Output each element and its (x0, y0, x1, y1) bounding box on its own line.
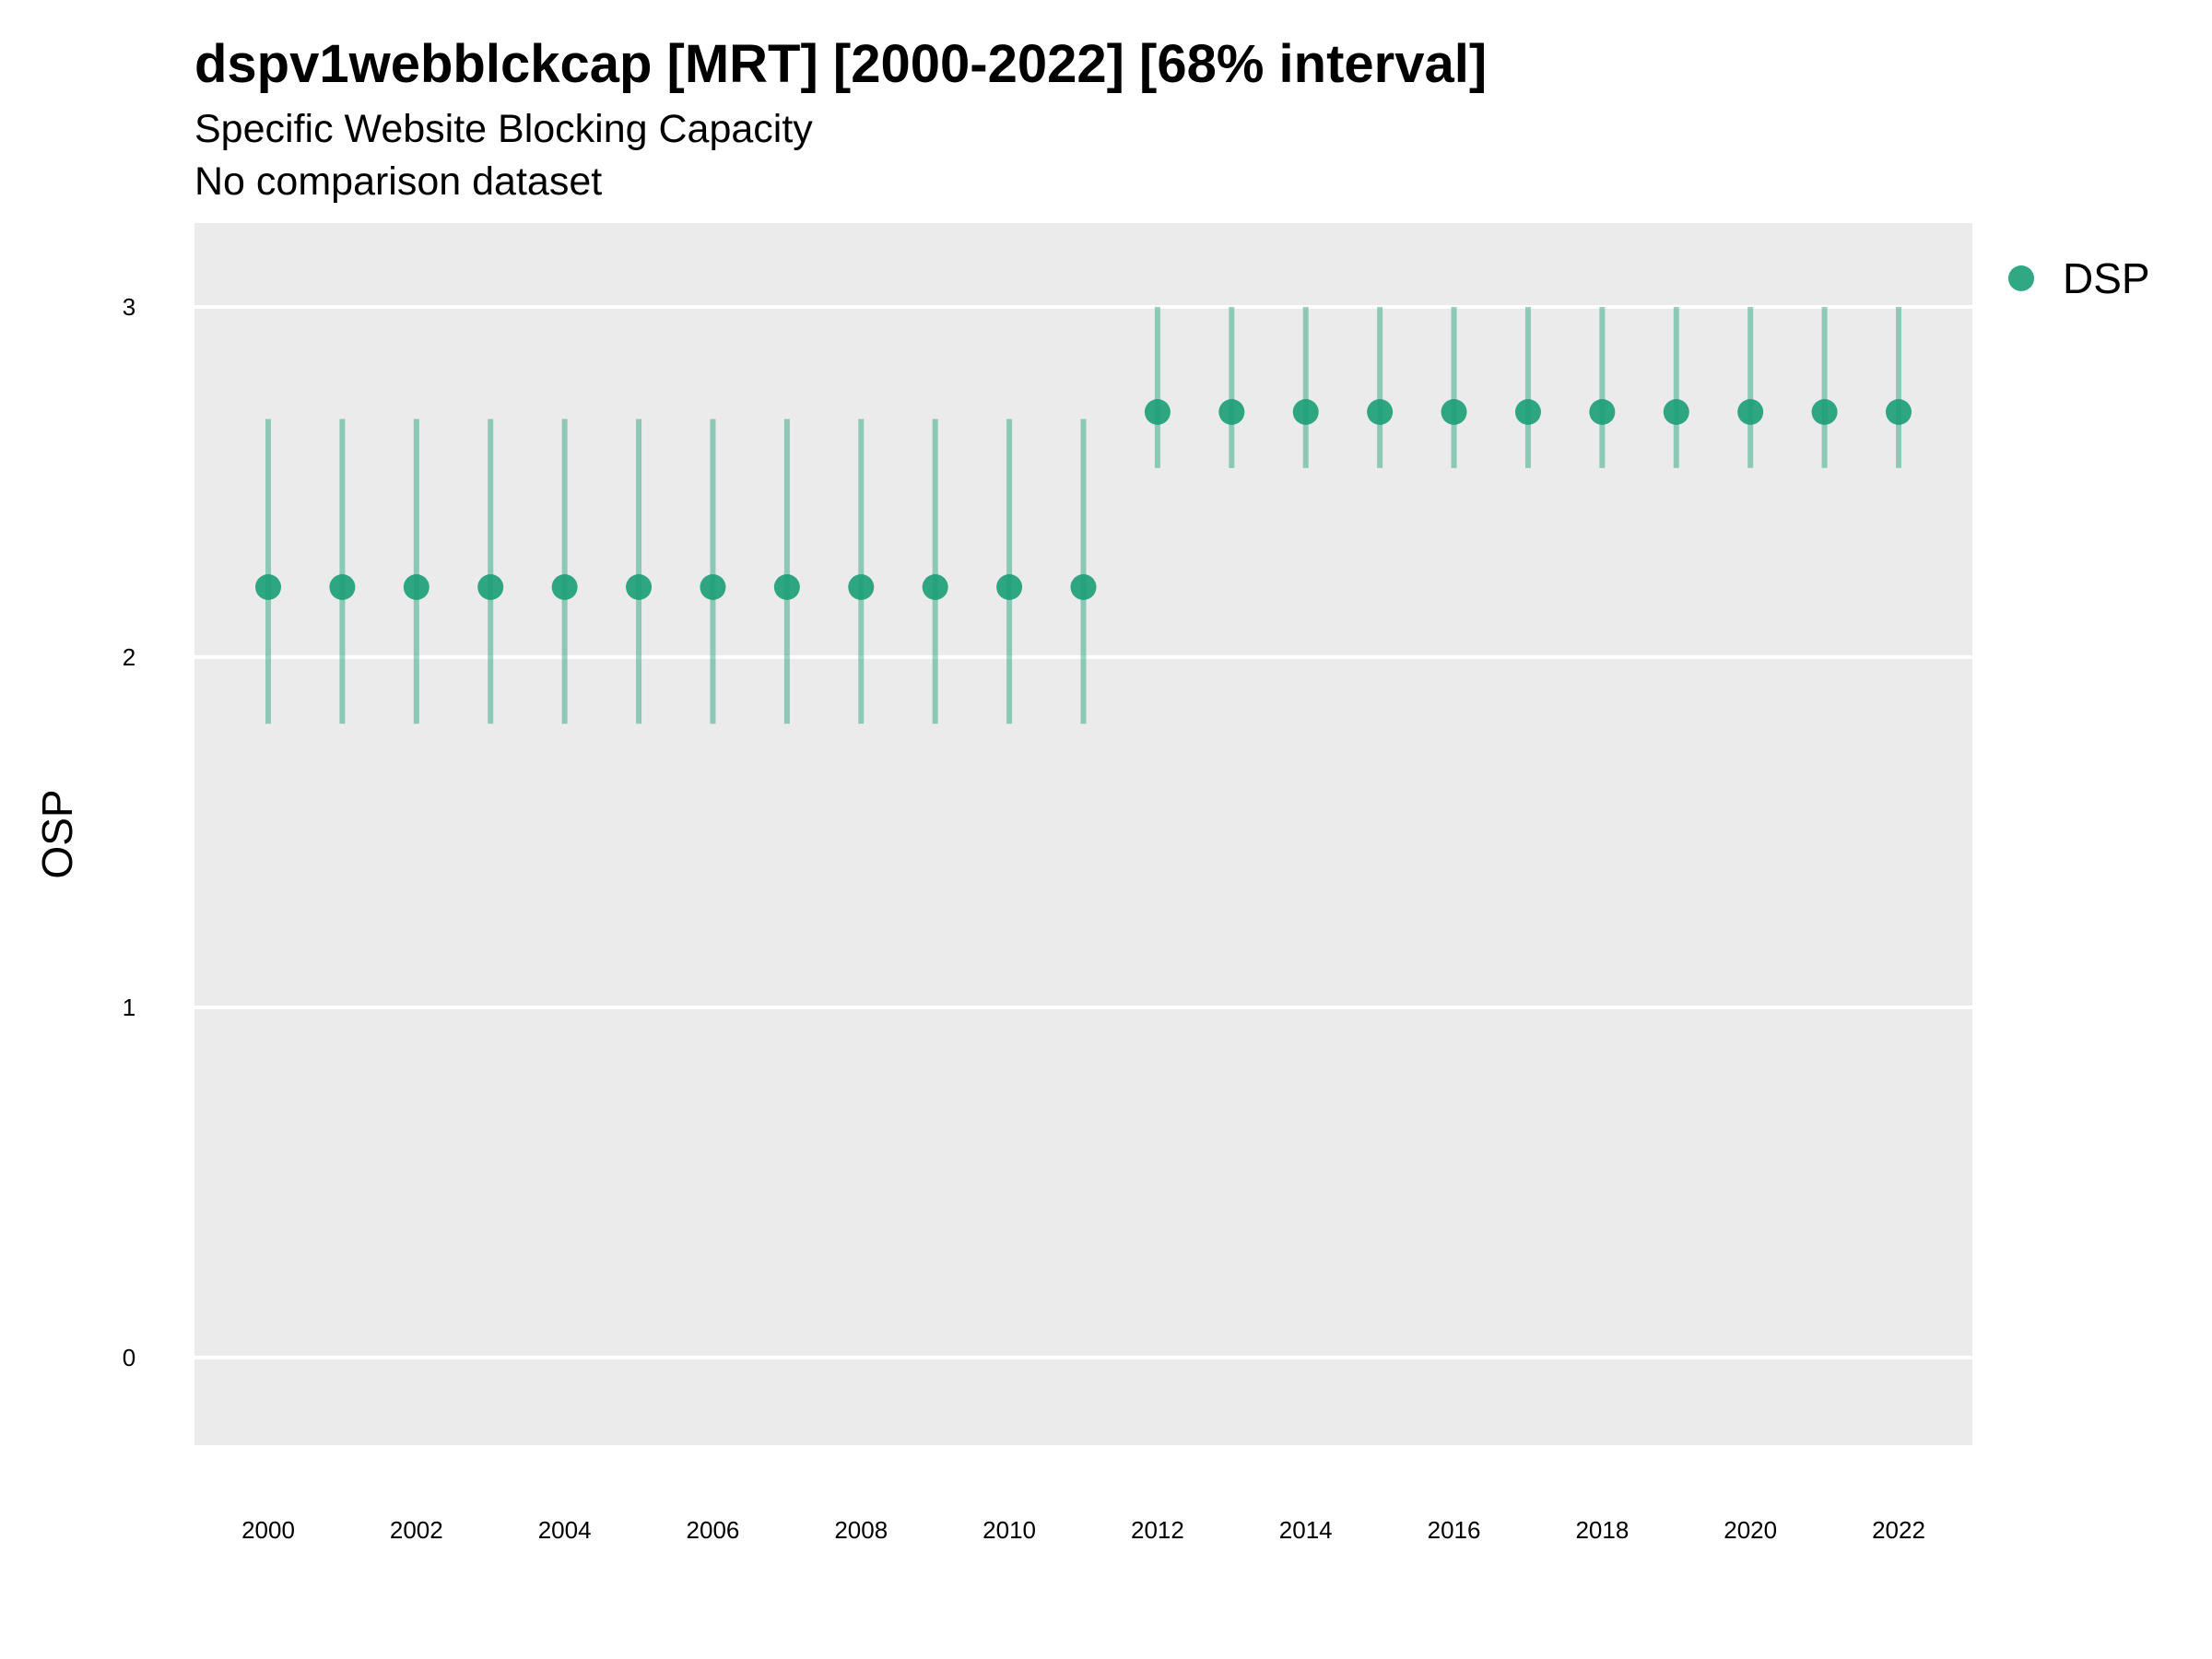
y-axis-title: OSP (33, 789, 81, 878)
x-tick-label-2014: 2014 (1279, 1516, 1333, 1544)
y-tick-label-3: 3 (123, 293, 135, 321)
x-tick-label-2004: 2004 (538, 1516, 592, 1544)
data-point-2004 (551, 574, 578, 600)
x-tick-label-2020: 2020 (1724, 1516, 1777, 1544)
data-point-2003 (477, 574, 504, 600)
data-point-2012 (1144, 399, 1171, 425)
data-point-2020 (1737, 399, 1764, 425)
error-bars (265, 307, 1901, 724)
data-point-2013 (1218, 399, 1245, 425)
data-point-2011 (1070, 574, 1097, 600)
plot-panel (194, 223, 1972, 1445)
legend-key-dsp (2008, 265, 2034, 291)
x-tick-label-2002: 2002 (390, 1516, 443, 1544)
chart-caption: No comparison dataset (194, 159, 603, 204)
data-point-2000 (255, 574, 281, 600)
data-point-2006 (700, 574, 726, 600)
x-tick-label-2018: 2018 (1575, 1516, 1629, 1544)
grid-lines (194, 305, 1972, 1359)
data-point-2016 (1441, 399, 1467, 425)
data-point-2005 (626, 574, 653, 600)
chart-title: dspv1webblckcap [MRT] [2000-2022] [68% i… (194, 34, 1488, 94)
x-tick-label-2008: 2008 (834, 1516, 888, 1544)
x-tick-label-2010: 2010 (982, 1516, 1036, 1544)
data-point-2021 (1811, 399, 1838, 425)
data-point-2008 (848, 574, 875, 600)
legend: DSP (2008, 254, 2150, 302)
data-point-2009 (922, 574, 948, 600)
data-point-2022 (1886, 399, 1912, 425)
x-tick-label-2012: 2012 (1131, 1516, 1184, 1544)
data-point-2007 (773, 574, 800, 600)
x-tick-label-2000: 2000 (241, 1516, 295, 1544)
legend-label-dsp: DSP (2063, 254, 2150, 302)
x-axis-ticks: 2000 2002 2004 2006 2008 2010 2012 2014 2016 2018… (241, 1516, 1925, 1544)
y-tick-label-1: 1 (123, 994, 135, 1021)
data-point-2014 (1292, 399, 1319, 425)
data-points (255, 399, 1912, 600)
chart-subtitle: Specific Website Blocking Capacity (194, 107, 813, 151)
y-tick-label-2: 2 (123, 643, 135, 671)
data-point-2010 (996, 574, 1023, 600)
x-tick-label-2022: 2022 (1872, 1516, 1925, 1544)
x-tick-label-2006: 2006 (687, 1516, 740, 1544)
x-tick-label-2016: 2016 (1428, 1516, 1481, 1544)
data-point-2015 (1367, 399, 1394, 425)
data-point-2017 (1514, 399, 1541, 425)
y-tick-label-0: 0 (123, 1344, 135, 1371)
data-point-2001 (329, 574, 356, 600)
data-point-2019 (1663, 399, 1689, 425)
data-point-2002 (403, 574, 429, 600)
y-axis-ticks: 0 1 2 3 (123, 293, 135, 1371)
data-point-2018 (1589, 399, 1616, 425)
